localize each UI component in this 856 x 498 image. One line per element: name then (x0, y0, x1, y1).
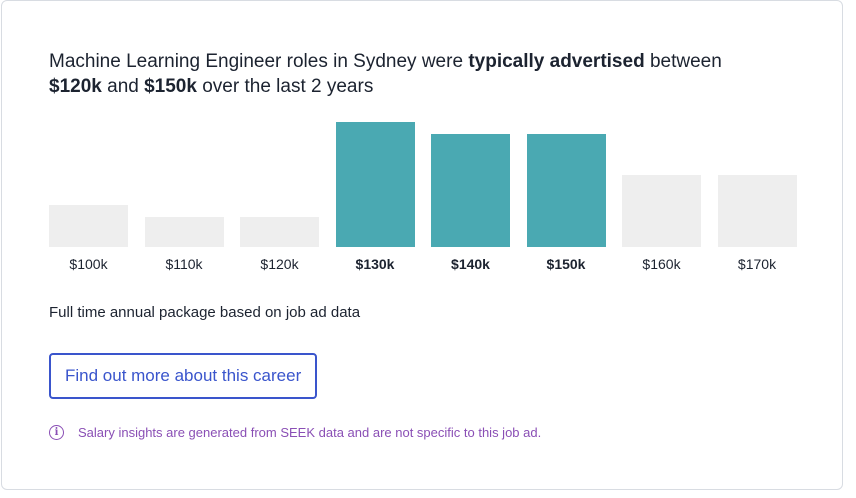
bar-label: $170k (737, 256, 777, 272)
salary-bar (431, 134, 510, 247)
headline-text-1: Machine Learning Engineer roles in Sydne… (49, 51, 469, 72)
find-out-more-career-button[interactable]: Find out more about this career (49, 353, 318, 399)
bar-label: $150k (546, 256, 586, 272)
headline-low-salary: $120k (49, 76, 102, 97)
salary-bar (526, 134, 606, 247)
salary-bar (717, 175, 797, 247)
salary-bar (622, 175, 701, 247)
bar-label: $140k (451, 256, 490, 272)
salary-distribution-chart: $100k $110k $120k $130k $140k $150k $160k $170k (49, 111, 809, 281)
bar-column: $120k (240, 111, 319, 281)
salary-bar (144, 217, 224, 247)
bar-column: $160k (622, 111, 701, 281)
salary-insights-card: Machine Learning Engineer roles in Sydne… (1, 0, 843, 490)
salary-bar (335, 122, 415, 247)
headline-text-4: over the last 2 years (196, 76, 374, 97)
chart-footnote: Full time annual package based on job ad… (49, 304, 361, 321)
headline-high-salary: $150k (144, 76, 197, 97)
salary-headline: Machine Learning Engineer roles in Sydne… (49, 49, 809, 99)
bar-column: $170k (717, 111, 797, 281)
bar-label: $120k (260, 256, 299, 272)
headline-text-2: between (644, 51, 722, 72)
bar-label: $160k (642, 256, 681, 272)
bar-column: $130k (335, 111, 415, 281)
bar-column: $140k (431, 111, 510, 281)
bar-column: $150k (526, 111, 606, 281)
headline-text-3: and (101, 76, 145, 97)
salary-bar (240, 217, 319, 247)
bar-column: $100k (49, 111, 128, 281)
bar-label: $130k (355, 256, 395, 272)
headline-emphasis: typically advertised (468, 51, 645, 72)
bar-label: $110k (165, 256, 203, 272)
bar-label: $100k (69, 256, 108, 272)
bar-column: $110k (144, 111, 224, 281)
info-icon: i (49, 425, 64, 440)
salary-bar (49, 205, 128, 247)
salary-disclaimer: i Salary insights are generated from SEE… (49, 425, 541, 440)
disclaimer-text: Salary insights are generated from SEEK … (78, 425, 542, 440)
